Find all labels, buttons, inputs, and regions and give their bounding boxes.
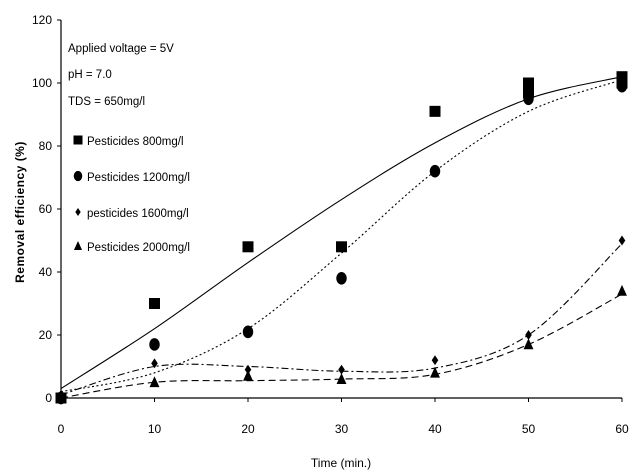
legend: Pesticides 800mg/l Pesticides 1200mg/l p… (73, 135, 190, 254)
data-point-circle (242, 325, 254, 339)
fit-curve-series-2 (60, 79, 623, 393)
data-points (55, 71, 628, 405)
legend-label-1200: Pesticides 1200mg/l (87, 172, 190, 184)
data-point-diamond (618, 235, 626, 246)
x-axis-title: Time (min.) (311, 456, 371, 470)
data-point-diamond (431, 355, 439, 366)
x-tick-label: 10 (148, 422, 162, 436)
data-point-triangle (56, 391, 66, 403)
data-point-triangle (336, 373, 347, 384)
data-point-triangle (149, 376, 160, 388)
x-tick-label: 50 (522, 422, 536, 436)
condition-notes: Applied voltage = 5V pH = 7.0 TDS = 650m… (68, 43, 174, 108)
fit-curve-series-3 (60, 243, 623, 396)
data-point-circle (523, 92, 534, 106)
legend-label-1600: pesticides 1600mg/l (87, 208, 189, 220)
data-point-diamond (244, 364, 252, 375)
data-point-triangle (617, 284, 627, 296)
note-ph: pH = 7.0 (68, 69, 112, 81)
x-tick-label: 20 (241, 422, 255, 436)
y-tick-label: 120 (32, 13, 52, 27)
legend-marker-circle (73, 170, 83, 182)
fit-curves (60, 76, 623, 399)
data-point-diamond (338, 364, 345, 375)
x-tick-label: 60 (615, 422, 629, 436)
data-point-circle (429, 164, 441, 178)
data-point-square (523, 77, 534, 89)
y-tick-label: 40 (39, 265, 53, 279)
x-tick-label: 30 (335, 422, 349, 436)
data-point-circle (616, 79, 628, 93)
fit-curve-series-1 (60, 76, 623, 390)
legend-label-2000: Pesticides 2000mg/l (87, 242, 190, 254)
data-point-triangle (430, 366, 440, 378)
y-tick-label: 60 (39, 202, 53, 216)
y-tick-label: 100 (32, 76, 52, 90)
data-point-diamond (525, 330, 532, 340)
data-point-square (242, 241, 254, 253)
data-point-circle (336, 271, 347, 285)
data-point-diamond (151, 358, 158, 369)
data-point-circle (149, 338, 160, 351)
y-axis-title: Removal efficiency (%) (13, 141, 27, 283)
axes: 0 20 40 60 80 100 120 0 10 20 30 40 50 60 (32, 13, 629, 436)
data-point-triangle (523, 338, 534, 350)
data-point-square (149, 298, 160, 309)
y-tick-label: 20 (39, 328, 53, 342)
legend-marker-triangle (73, 241, 83, 250)
legend-label-800: Pesticides 800mg/l (87, 136, 184, 148)
data-point-square (336, 241, 347, 253)
x-tick-label: 40 (428, 422, 442, 436)
x-tick-label: 0 (58, 422, 65, 436)
note-voltage: Applied voltage = 5V (68, 43, 174, 55)
y-tick-label: 0 (45, 391, 52, 405)
legend-marker-diamond (75, 207, 81, 217)
data-point-square (429, 105, 441, 117)
legend-marker-square (73, 135, 83, 145)
data-point-square (616, 71, 628, 83)
data-point-triangle (243, 369, 253, 381)
y-tick-label: 80 (39, 139, 53, 153)
note-tds: TDS = 650mg/l (68, 96, 145, 108)
